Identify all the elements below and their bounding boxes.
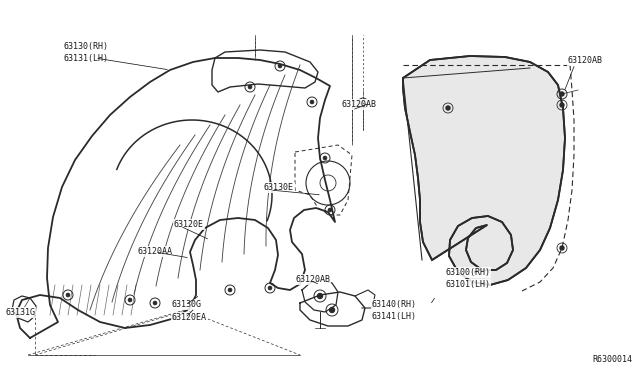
Text: 63131G: 63131G bbox=[5, 308, 35, 317]
Text: 63130E: 63130E bbox=[264, 183, 294, 192]
Circle shape bbox=[330, 308, 335, 312]
Circle shape bbox=[361, 101, 365, 105]
Circle shape bbox=[446, 106, 450, 110]
Text: 63100(RH): 63100(RH) bbox=[445, 268, 490, 277]
Circle shape bbox=[310, 100, 314, 104]
Text: 63120E: 63120E bbox=[174, 220, 204, 229]
Text: 63140(RH): 63140(RH) bbox=[372, 300, 417, 309]
Text: 63120AB: 63120AB bbox=[295, 275, 330, 284]
Text: 63120AA: 63120AA bbox=[137, 247, 172, 256]
Circle shape bbox=[228, 288, 232, 292]
Text: 63120AB: 63120AB bbox=[568, 56, 603, 65]
Text: 63120AB: 63120AB bbox=[341, 100, 376, 109]
Circle shape bbox=[278, 64, 282, 68]
Text: 63130(RH): 63130(RH) bbox=[63, 42, 108, 51]
Text: R6300014: R6300014 bbox=[592, 355, 632, 364]
Circle shape bbox=[128, 298, 132, 302]
Circle shape bbox=[323, 156, 327, 160]
Circle shape bbox=[328, 208, 332, 212]
Circle shape bbox=[268, 286, 272, 290]
Text: 63101(LH): 63101(LH) bbox=[445, 280, 490, 289]
Circle shape bbox=[248, 85, 252, 89]
Circle shape bbox=[317, 294, 323, 298]
Text: 63130G: 63130G bbox=[172, 300, 202, 309]
Text: 63120EA: 63120EA bbox=[172, 313, 207, 322]
Polygon shape bbox=[403, 56, 565, 285]
Circle shape bbox=[560, 92, 564, 96]
Text: 63141(LH): 63141(LH) bbox=[372, 312, 417, 321]
Circle shape bbox=[66, 293, 70, 297]
Circle shape bbox=[560, 103, 564, 107]
Circle shape bbox=[153, 301, 157, 305]
Circle shape bbox=[560, 246, 564, 250]
Text: 63131(LH): 63131(LH) bbox=[63, 54, 108, 63]
